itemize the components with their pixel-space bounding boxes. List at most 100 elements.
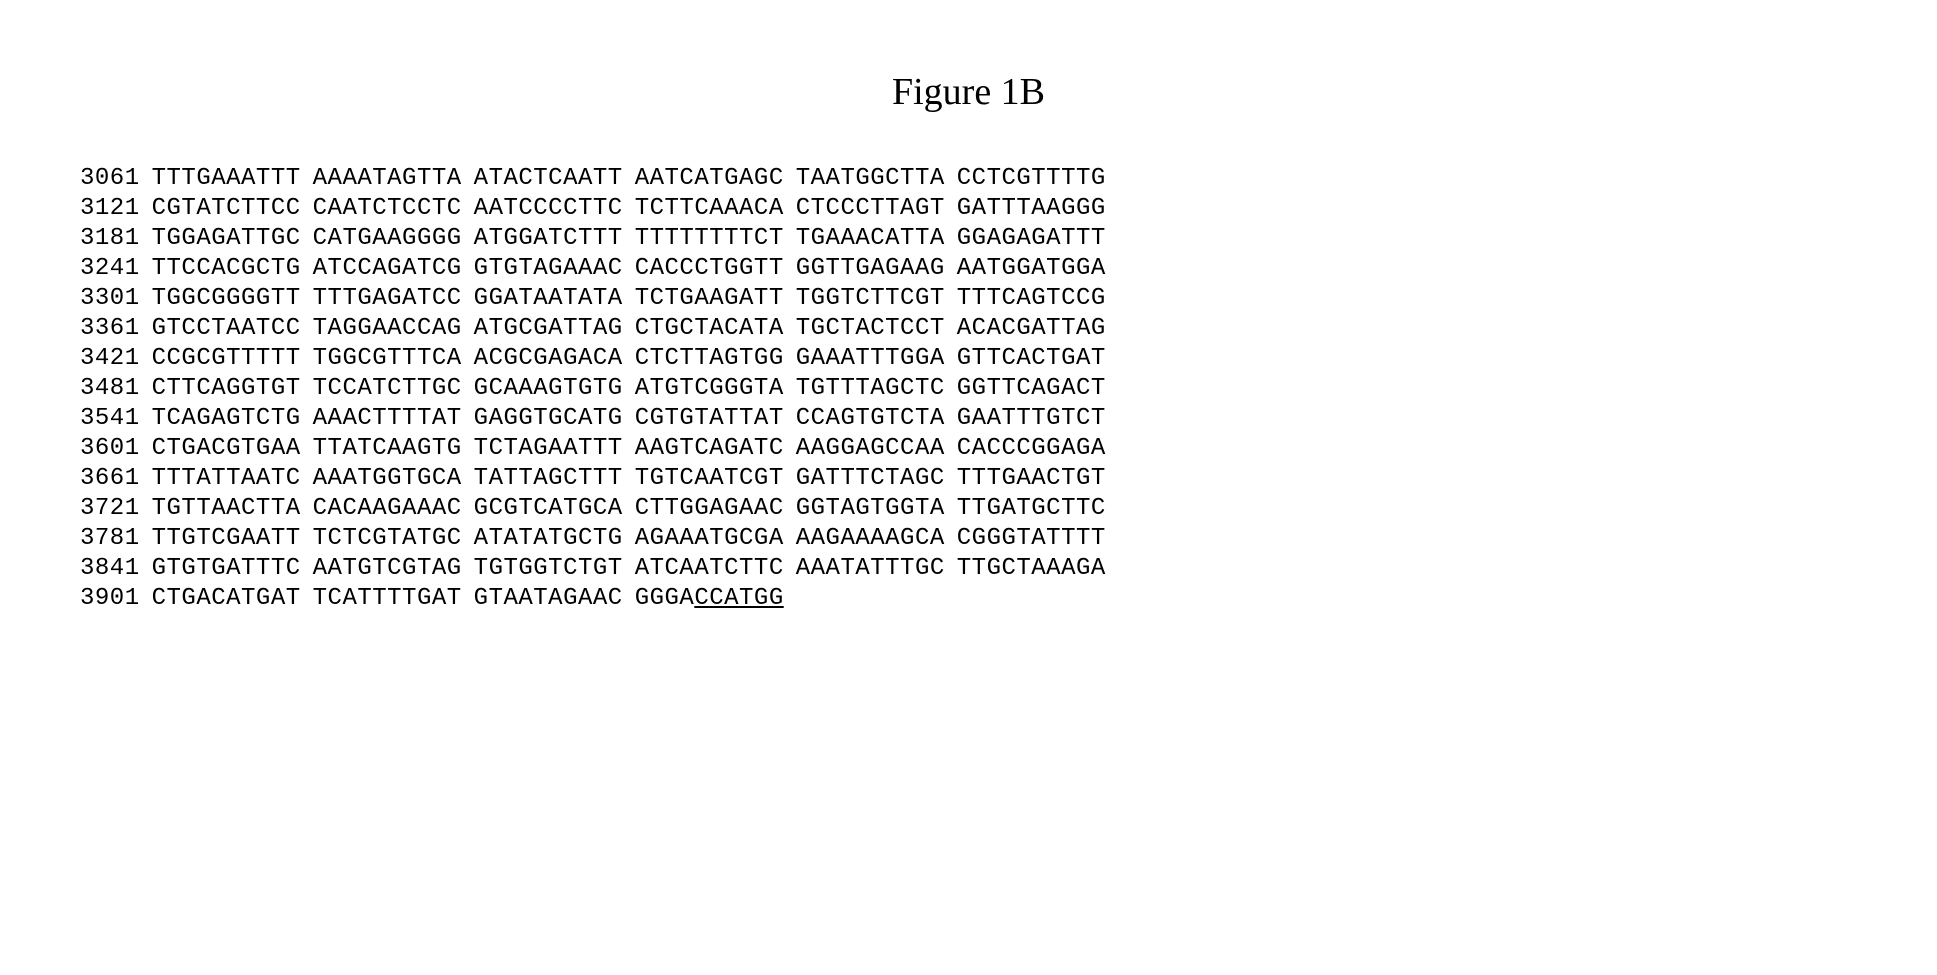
sequence-row: 3421CCGCGTTTTTTGGCGTTTCAACGCGAGACACTCTTA… — [80, 344, 1118, 374]
sequence-block: GTTCACTGAT — [957, 344, 1118, 374]
sequence-block: AAGTCAGATC — [635, 434, 796, 464]
sequence-block: TTGATGCTTC — [957, 494, 1118, 524]
sequence-block: ACACGATTAG — [957, 314, 1118, 344]
sequence-block: AAATGGTGCA — [313, 464, 474, 494]
sequence-block: CCGCGTTTTT — [152, 344, 313, 374]
sequence-row: 3661TTTATTAATCAAATGGTGCATATTAGCTTTTGTCAA… — [80, 464, 1118, 494]
sequence-row: 3781TTGTCGAATTTCTCGTATGCATATATGCTGAGAAAT… — [80, 524, 1118, 554]
sequence-row: 3361GTCCTAATCCTAGGAACCAGATGCGATTAGCTGCTA… — [80, 314, 1118, 344]
sequence-row: 3301TGGCGGGGTTTTTGAGATCCGGATAATATATCTGAA… — [80, 284, 1118, 314]
sequence-block: AAGAAAAGCA — [796, 524, 957, 554]
sequence-block: TGCTACTCCT — [796, 314, 957, 344]
sequence-block: ATCCAGATCG — [313, 254, 474, 284]
sequence-block: GCAAAGTGTG — [474, 374, 635, 404]
sequence-block: TGGTCTTCGT — [796, 284, 957, 314]
sequence-position: 3421 — [80, 344, 152, 374]
sequence-row: 3541TCAGAGTCTGAAACTTTTATGAGGTGCATGCGTGTA… — [80, 404, 1118, 434]
sequence-block: TTTGAACTGT — [957, 464, 1118, 494]
sequence-row: 3061TTTGAAATTTAAAATAGTTAATACTCAATTAATCAT… — [80, 164, 1118, 194]
sequence-block: TAGGAACCAG — [313, 314, 474, 344]
sequence-position: 3721 — [80, 494, 152, 524]
sequence-block: AATCATGAGC — [635, 164, 796, 194]
sequence-block: ATGCGATTAG — [474, 314, 635, 344]
sequence-block: CCTCGTTTTG — [957, 164, 1118, 194]
sequence-block: TATTAGCTTT — [474, 464, 635, 494]
sequence-block: CTTGGAGAAC — [635, 494, 796, 524]
sequence-position: 3601 — [80, 434, 152, 464]
sequence-block: GGGACCATGG — [635, 584, 796, 614]
sequence-block: TCATTTTGAT — [313, 584, 474, 614]
sequence-row: 3481CTTCAGGTGTTCCATCTTGCGCAAAGTGTGATGTCG… — [80, 374, 1118, 404]
sequence-block: TCTGAAGATT — [635, 284, 796, 314]
sequence-block: AAATATTTGC — [796, 554, 957, 584]
sequence-block: GTGTGATTTC — [152, 554, 313, 584]
sequence-block: GGTAGTGGTA — [796, 494, 957, 524]
sequence-block: AATCCCCTTC — [474, 194, 635, 224]
sequence-block: GGATAATATA — [474, 284, 635, 314]
sequence-block: AATGTCGTAG — [313, 554, 474, 584]
sequence-block: AGAAATGCGA — [635, 524, 796, 554]
sequence-block: CACAAGAAAC — [313, 494, 474, 524]
sequence-block: TTGCTAAAGA — [957, 554, 1118, 584]
sequence-block: GGAGAGATTT — [957, 224, 1118, 254]
sequence-block: TGGCGGGGTT — [152, 284, 313, 314]
sequence-block: GTGTAGAAAC — [474, 254, 635, 284]
sequence-block: TGGAGATTGC — [152, 224, 313, 254]
sequence-block: GGTTCAGACT — [957, 374, 1118, 404]
sequence-block: CATGAAGGGG — [313, 224, 474, 254]
sequence-block: TGGCGTTTCA — [313, 344, 474, 374]
sequence-position: 3841 — [80, 554, 152, 584]
sequence-block: CGGGTATTTT — [957, 524, 1118, 554]
sequence-position: 3061 — [80, 164, 152, 194]
sequence-position: 3781 — [80, 524, 152, 554]
sequence-block: ATACTCAATT — [474, 164, 635, 194]
sequence-block: TTTTTTTTCT — [635, 224, 796, 254]
sequence-block: TGTTTAGCTC — [796, 374, 957, 404]
sequence-block: CGTGTATTAT — [635, 404, 796, 434]
sequence-block: TCTTCAAACA — [635, 194, 796, 224]
sequence-block: TTTGAGATCC — [313, 284, 474, 314]
sequence-block: CGTATCTTCC — [152, 194, 313, 224]
sequence-block: TCAGAGTCTG — [152, 404, 313, 434]
sequence-block: GGTTGAGAAG — [796, 254, 957, 284]
sequence-block: ACGCGAGACA — [474, 344, 635, 374]
sequence-row: 3121CGTATCTTCCCAATCTCCTCAATCCCCTTCTCTTCA… — [80, 194, 1118, 224]
sequence-block: TGTGGTCTGT — [474, 554, 635, 584]
sequence-block: TCTAGAATTT — [474, 434, 635, 464]
sequence-position: 3181 — [80, 224, 152, 254]
sequence-block: TAATGGCTTA — [796, 164, 957, 194]
sequence-block: GTCCTAATCC — [152, 314, 313, 344]
sequence-row: 3841GTGTGATTTCAATGTCGTAGTGTGGTCTGTATCAAT… — [80, 554, 1118, 584]
sequence-block: GAAATTTGGA — [796, 344, 957, 374]
sequence-block: GATTTCTAGC — [796, 464, 957, 494]
sequence-block: GATTTAAGGG — [957, 194, 1118, 224]
sequence-row: 3901CTGACATGATTCATTTTGATGTAATAGAACGGGACC… — [80, 584, 1118, 614]
sequence-block: TGAAACATTA — [796, 224, 957, 254]
sequence-block: TCTCGTATGC — [313, 524, 474, 554]
figure-title: Figure 1B — [80, 70, 1857, 114]
sequence-block: TGTTAACTTA — [152, 494, 313, 524]
sequence-block: TTGTCGAATT — [152, 524, 313, 554]
sequence-block: CAATCTCCTC — [313, 194, 474, 224]
sequence-block: GTAATAGAAC — [474, 584, 635, 614]
sequence-position: 3361 — [80, 314, 152, 344]
sequence-position: 3241 — [80, 254, 152, 284]
sequence-block — [957, 584, 1118, 614]
sequence-row: 3181TGGAGATTGCCATGAAGGGGATGGATCTTTTTTTTT… — [80, 224, 1118, 254]
sequence-block: TTCCACGCTG — [152, 254, 313, 284]
sequence-block: AAAATAGTTA — [313, 164, 474, 194]
sequence-block: ATGTCGGGTA — [635, 374, 796, 404]
sequence-block: TTTATTAATC — [152, 464, 313, 494]
sequence-block: CTCTTAGTGG — [635, 344, 796, 374]
underlined-motif: CCATGG — [694, 585, 783, 612]
sequence-block: CTGACGTGAA — [152, 434, 313, 464]
sequence-block: CACCCTGGTT — [635, 254, 796, 284]
sequence-block: TTATCAAGTG — [313, 434, 474, 464]
sequence-block — [796, 584, 957, 614]
sequence-position: 3121 — [80, 194, 152, 224]
sequence-block: CTGCTACATA — [635, 314, 796, 344]
sequence-block: CACCCGGAGA — [957, 434, 1118, 464]
sequence-row: 3601CTGACGTGAATTATCAAGTGTCTAGAATTTAAGTCA… — [80, 434, 1118, 464]
sequence-position: 3481 — [80, 374, 152, 404]
sequence-block: TCCATCTTGC — [313, 374, 474, 404]
